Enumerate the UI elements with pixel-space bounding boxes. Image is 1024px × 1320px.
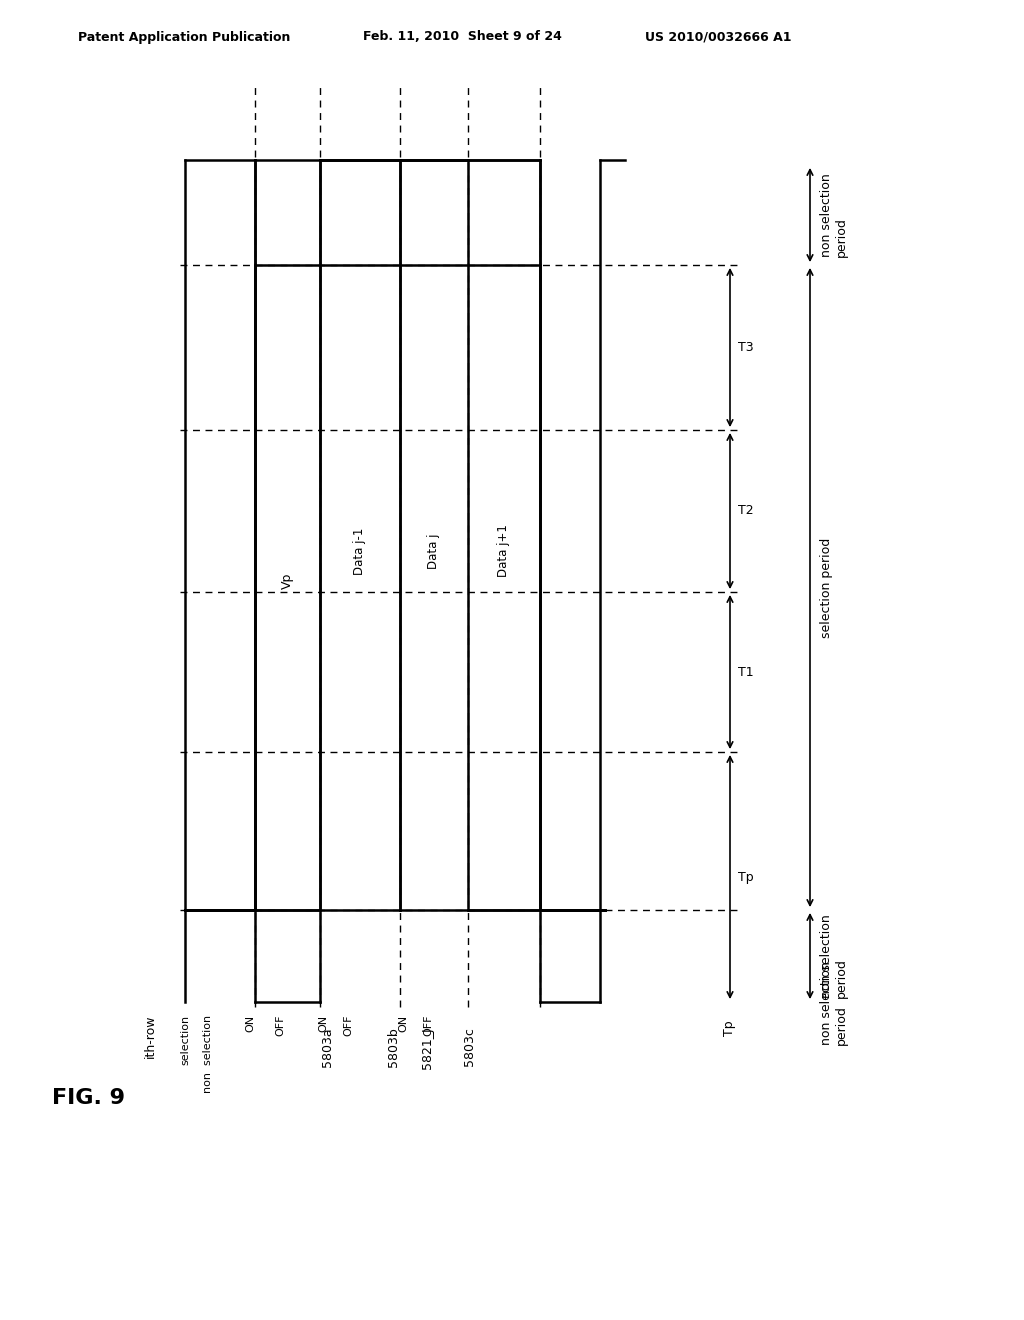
Text: OFF: OFF — [343, 1015, 353, 1036]
Text: non selection
period: non selection period — [820, 961, 848, 1044]
Text: non selection
period: non selection period — [820, 173, 848, 257]
Text: non selection
period: non selection period — [820, 915, 848, 998]
Text: Tp: Tp — [724, 1020, 736, 1036]
Text: Vp: Vp — [281, 573, 294, 589]
Text: selection: selection — [180, 1015, 190, 1065]
Text: ON: ON — [245, 1015, 255, 1032]
Text: Data j+1: Data j+1 — [498, 524, 511, 577]
Text: non  selection: non selection — [203, 1015, 213, 1093]
Text: 5803c: 5803c — [464, 1027, 476, 1065]
Text: T3: T3 — [738, 341, 754, 354]
Text: ON: ON — [318, 1015, 328, 1032]
Text: 5803a: 5803a — [321, 1027, 334, 1067]
Text: 5821_J: 5821_J — [421, 1027, 434, 1069]
Text: US 2010/0032666 A1: US 2010/0032666 A1 — [645, 30, 792, 44]
Text: Tp: Tp — [738, 870, 754, 883]
Text: Patent Application Publication: Patent Application Publication — [78, 30, 291, 44]
Text: ON: ON — [398, 1015, 408, 1032]
Text: selection period: selection period — [820, 537, 833, 638]
Text: OFF: OFF — [423, 1015, 433, 1036]
Text: OFF: OFF — [275, 1015, 285, 1036]
Text: Feb. 11, 2010  Sheet 9 of 24: Feb. 11, 2010 Sheet 9 of 24 — [362, 30, 562, 44]
Text: 5803b: 5803b — [387, 1027, 400, 1067]
Text: Data j: Data j — [427, 533, 440, 569]
Text: FIG. 9: FIG. 9 — [52, 1088, 125, 1107]
Text: T2: T2 — [738, 504, 754, 517]
Text: ith-row: ith-row — [143, 1015, 157, 1059]
Text: Data j-1: Data j-1 — [353, 527, 367, 574]
Text: T1: T1 — [738, 665, 754, 678]
